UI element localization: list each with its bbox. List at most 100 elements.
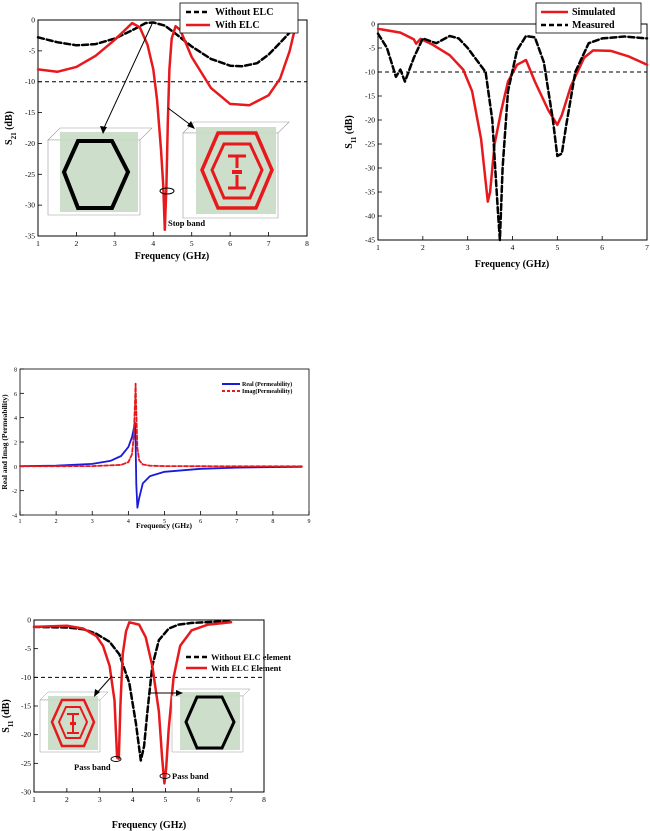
- x-tick-label: 7: [229, 795, 233, 804]
- x-ticks: 1 2 3 4 5 6 7: [376, 236, 649, 252]
- y-tick-label: -30: [25, 201, 35, 210]
- x-ticks: 1 2 3 4 5 6 7 8: [36, 232, 309, 248]
- y-tick-label: -35: [25, 232, 35, 241]
- legend: Without ELC element With ELC Element: [186, 652, 291, 673]
- y-tick-label: -25: [25, 170, 35, 179]
- y-tick-label: -15: [21, 702, 31, 711]
- series-line-measured: [376, 32, 649, 242]
- chart-s21: 0 -5 -10 -15 -20 -25 -30 -35 1 2 3 4 5 6 7 8 Without E…: [4, 2, 309, 262]
- y-tick-label: -25: [21, 759, 31, 768]
- x-tick-label: 7: [645, 243, 649, 252]
- y-tick-label: 8: [14, 368, 17, 374]
- x-tick-label: 3: [466, 243, 470, 252]
- series-line-simulated: [376, 27, 649, 203]
- series-line-real-permeability: [19, 421, 303, 509]
- y-ticks: 0 -5 -10 -15 -20 -25 -30: [21, 616, 38, 797]
- y-axis-label: Real and Imag (Permeability): [0, 394, 9, 490]
- arrow-to-with-cell: [167, 107, 193, 127]
- y-tick-label: -5: [369, 44, 375, 53]
- y-tick-label: -15: [365, 92, 375, 101]
- y-tick-label: -20: [25, 139, 35, 148]
- x-tick-label: 4: [511, 243, 515, 252]
- x-tick-label: 8: [271, 519, 274, 525]
- y-tick-label: -30: [365, 164, 375, 173]
- annotation-stop-band: Stop band: [168, 218, 205, 228]
- series-line-with-elc-element: [32, 621, 233, 785]
- y-tick-label: 6: [14, 392, 17, 398]
- x-axis-label: Frequency (GHz): [475, 259, 550, 270]
- legend: Without ELC With ELC: [179, 2, 299, 34]
- x-tick-label: 2: [65, 795, 69, 804]
- legend-label-without-elc: Without ELC: [215, 7, 273, 18]
- x-ticks: 1 2 3 4 5 6 7 8: [32, 788, 266, 804]
- x-tick-label: 7: [235, 519, 238, 525]
- x-tick-label: 6: [196, 795, 200, 804]
- y-tick-label: -30: [21, 788, 31, 797]
- pass-band-marker-1: [110, 756, 122, 762]
- chart-s11-pass-band: 0 -5 -10 -15 -20 -25 -30 1 2 3 4 5 6 7 8 Without ELC …: [1, 616, 291, 831]
- series-lines: [19, 382, 303, 509]
- y-tick-label: -35: [365, 188, 375, 197]
- y-tick-label: -5: [25, 644, 31, 653]
- chart-s11-measured: 0 -5 -10 -15 -20 -25 -30 -35 -40 -45 1 2 3 4 5 6 7 Simu…: [344, 2, 649, 270]
- x-tick-label: 4: [151, 239, 155, 248]
- legend-label-with-elc-element: With ELC Element: [211, 663, 281, 673]
- legend-box: [179, 2, 299, 34]
- y-tick-label: -25: [365, 140, 375, 149]
- x-tick-label: 5: [164, 795, 168, 804]
- x-axis-label: Frequency (GHz): [135, 251, 210, 262]
- inset-cell-without-elc: [171, 688, 251, 753]
- legend-label-measured: Measured: [572, 20, 615, 31]
- chart-permeability: 8 6 4 2 0 -2 -4 1 2 3 4 5 6 7 8 9 Real (Permeability) …: [0, 368, 311, 531]
- x-tick-label: 5: [190, 239, 194, 248]
- series-line-without-elc: [36, 21, 293, 68]
- x-tick-label: 6: [228, 239, 232, 248]
- x-tick-label: 7: [267, 239, 271, 248]
- y-tick-label: 4: [14, 416, 17, 422]
- x-tick-label: 1: [376, 243, 380, 252]
- y-ticks: 0 -5 -10 -15 -20 -25 -30 -35 -40 -45: [365, 20, 382, 245]
- y-tick-label: 2: [14, 441, 17, 447]
- y-tick-label: -10: [365, 68, 375, 77]
- legend-label-real: Real (Permeability): [242, 381, 292, 388]
- y-tick-label: -45: [365, 236, 375, 245]
- legend-box: [535, 2, 642, 34]
- x-tick-label: 6: [600, 243, 604, 252]
- x-tick-label: 2: [55, 519, 58, 525]
- y-tick-label: 0: [371, 20, 375, 29]
- y-tick-label: 0: [27, 616, 31, 625]
- legend: Simulated Measured: [535, 2, 642, 34]
- x-tick-label: 2: [421, 243, 425, 252]
- y-tick-label: -20: [365, 116, 375, 125]
- x-tick-label: 9: [308, 519, 311, 525]
- y-tick-label: -20: [21, 730, 31, 739]
- annotation-pass-band-2: Pass band: [172, 771, 209, 781]
- x-tick-label: 1: [19, 519, 22, 525]
- x-tick-label: 8: [262, 795, 266, 804]
- x-tick-label: 4: [131, 795, 135, 804]
- legend-label-with-elc: With ELC: [215, 20, 260, 31]
- y-tick-label: -10: [21, 673, 31, 682]
- x-tick-label: 3: [98, 795, 102, 804]
- plot-frame: [37, 19, 308, 237]
- legend-label-simulated: Simulated: [572, 7, 616, 18]
- y-tick-label: -40: [365, 212, 375, 221]
- legend-label-imag: Imag(Permeability): [242, 388, 292, 395]
- stop-band-marker: [159, 187, 175, 195]
- y-ticks: 0 -5 -10 -15 -20 -25 -30 -35: [25, 16, 42, 241]
- y-tick-label: -10: [25, 77, 35, 86]
- x-tick-label: 3: [113, 239, 117, 248]
- plot-frame: [377, 23, 648, 241]
- legend: Real (Permeability) Imag(Permeability): [222, 381, 292, 395]
- x-axis-label: Frequency (GHz): [136, 521, 192, 530]
- y-axis-label: S21 (dB): [4, 111, 18, 145]
- y-axis-label: S11 (dB): [344, 115, 358, 149]
- pass-band-marker-2: [159, 773, 171, 779]
- x-tick-label: 5: [555, 243, 559, 252]
- y-tick-label: 0: [14, 465, 17, 471]
- y-ticks: 8 6 4 2 0 -2 -4: [12, 368, 24, 520]
- series-lines: [32, 620, 233, 785]
- x-tick-label: 3: [91, 519, 94, 525]
- series-line-with-elc: [36, 21, 297, 232]
